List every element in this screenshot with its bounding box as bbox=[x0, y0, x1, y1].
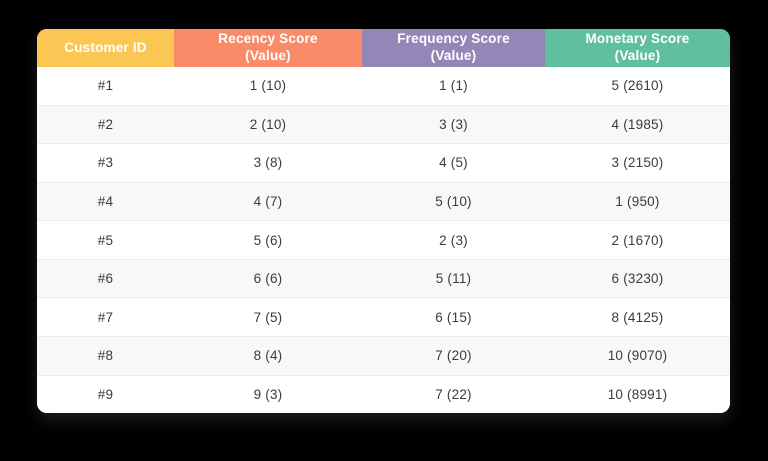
cell-monetary-score: 3 (2150) bbox=[611, 155, 664, 171]
cell-recency-score: 1 (10) bbox=[249, 78, 287, 94]
cell-frequency-score: 6 (15) bbox=[435, 309, 472, 325]
rfm-score-table-card: Customer ID Recency Score (Value) Freque… bbox=[37, 29, 730, 413]
column-header-customer-id: Customer ID bbox=[37, 29, 174, 67]
cell-recency-score: 4 (7) bbox=[253, 193, 283, 209]
column-header-frequency-score: Frequency Score (Value) bbox=[362, 29, 546, 67]
cell-customer-id: #1 bbox=[97, 78, 114, 94]
table-row: #3 3 (8) 4 (5) 3 (2150) bbox=[37, 143, 730, 182]
column-header-label: Recency Score bbox=[218, 31, 318, 47]
cell-customer-id: #8 bbox=[97, 348, 114, 364]
cell-monetary-score: 5 (2610) bbox=[611, 78, 664, 94]
cell-recency-score: 7 (5) bbox=[253, 309, 283, 325]
cell-monetary-score: 4 (1985) bbox=[611, 116, 664, 132]
cell-frequency-score: 7 (22) bbox=[435, 386, 472, 402]
table-row: #9 9 (3) 7 (22) 10 (8991) bbox=[37, 374, 730, 413]
cell-customer-id: #9 bbox=[97, 386, 114, 402]
table-row: #4 4 (7) 5 (10) 1 (950) bbox=[37, 181, 730, 221]
column-header-sublabel: (Value) bbox=[245, 48, 291, 63]
table-body: #1 1 (10) 1 (1) 5 (2610) #2 2 (10) 3 (3)… bbox=[37, 67, 730, 413]
column-header-sublabel: (Value) bbox=[614, 48, 661, 63]
cell-customer-id: #2 bbox=[97, 116, 114, 132]
cell-monetary-score: 10 (9070) bbox=[607, 348, 668, 364]
cell-recency-score: 5 (6) bbox=[253, 232, 283, 248]
cell-frequency-score: 5 (11) bbox=[435, 271, 472, 287]
cell-customer-id: #4 bbox=[97, 193, 114, 209]
cell-frequency-score: 2 (3) bbox=[439, 232, 468, 248]
cell-monetary-score: 10 (8991) bbox=[607, 386, 668, 402]
cell-monetary-score: 6 (3230) bbox=[611, 271, 664, 287]
column-header-label: Customer ID bbox=[64, 39, 147, 55]
table-row: #6 6 (6) 5 (11) 6 (3230) bbox=[37, 258, 730, 298]
table-row: #2 2 (10) 3 (3) 4 (1985) bbox=[37, 104, 730, 144]
column-header-label: Monetary Score bbox=[585, 31, 690, 47]
cell-frequency-score: 3 (3) bbox=[439, 116, 468, 132]
cell-customer-id: #7 bbox=[97, 309, 114, 325]
cell-monetary-score: 8 (4125) bbox=[611, 309, 664, 325]
cell-recency-score: 2 (10) bbox=[249, 116, 287, 132]
cell-frequency-score: 1 (1) bbox=[439, 78, 468, 94]
cell-recency-score: 6 (6) bbox=[253, 271, 283, 287]
cell-customer-id: #3 bbox=[97, 155, 114, 171]
cell-frequency-score: 5 (10) bbox=[435, 193, 472, 209]
cell-recency-score: 9 (3) bbox=[253, 386, 283, 402]
cell-frequency-score: 7 (20) bbox=[435, 348, 472, 364]
cell-frequency-score: 4 (5) bbox=[439, 155, 468, 171]
column-header-label: Frequency Score bbox=[397, 31, 510, 47]
cell-monetary-score: 1 (950) bbox=[615, 193, 660, 209]
table-row: #1 1 (10) 1 (1) 5 (2610) bbox=[37, 67, 730, 105]
table-row: #7 7 (5) 6 (15) 8 (4125) bbox=[37, 297, 730, 336]
cell-recency-score: 8 (4) bbox=[253, 348, 283, 364]
column-header-sublabel: (Value) bbox=[430, 48, 477, 63]
table-row: #5 5 (6) 2 (3) 2 (1670) bbox=[37, 220, 730, 259]
cell-monetary-score: 2 (1670) bbox=[611, 232, 664, 248]
table-header-row: Customer ID Recency Score (Value) Freque… bbox=[37, 29, 730, 67]
table-row: #8 8 (4) 7 (20) 10 (9070) bbox=[37, 335, 730, 375]
cell-recency-score: 3 (8) bbox=[253, 155, 283, 171]
cell-customer-id: #6 bbox=[97, 271, 114, 287]
column-header-monetary-score: Monetary Score (Value) bbox=[545, 29, 730, 67]
cell-customer-id: #5 bbox=[97, 232, 114, 248]
column-header-recency-score: Recency Score (Value) bbox=[174, 29, 362, 67]
